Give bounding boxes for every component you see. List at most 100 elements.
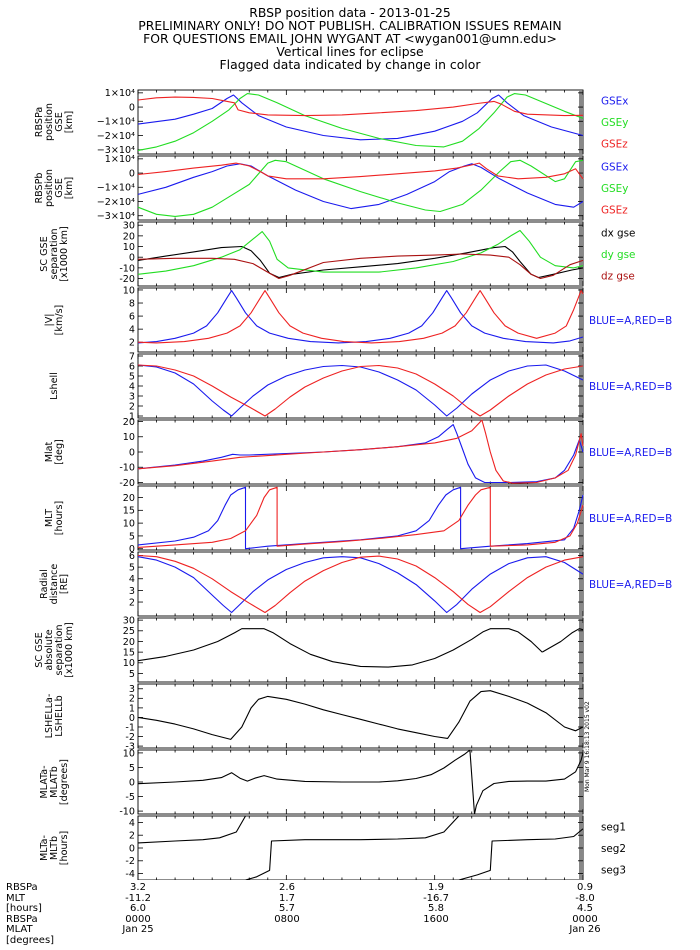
y-tick-label: 10 (123, 432, 135, 443)
y-axis-title-line: MLT (44, 509, 55, 527)
y-axis-title: SC GSEseparation[x1000 km] (39, 226, 70, 282)
y-tick-label: 2 (129, 338, 135, 349)
series-line-gsey (137, 159, 584, 217)
series-line-a (137, 556, 584, 614)
legend-entry: seg2 (601, 843, 626, 855)
y-tick-label: 5 (129, 371, 135, 382)
y-tick-label: 20 (123, 417, 135, 428)
series-line-b (137, 554, 584, 614)
y-tick-label: 0 (129, 777, 135, 788)
y-tick-label: -10 (119, 263, 135, 274)
y-axis-title-line: [km/s] (54, 305, 65, 336)
y-tick-label: 1 (129, 703, 135, 714)
y-tick-label: 0 (129, 102, 135, 113)
series-line-gsey (137, 93, 584, 151)
y-tick-label: −3×10⁴ (97, 145, 135, 156)
y-axis-title: SC GSEabsoluteseparation[x1000 km] (34, 622, 75, 678)
footer-label-rbspa: RBSPa (6, 882, 38, 893)
y-axis-title-line: MLATb (49, 766, 60, 798)
eclipse-bar (579, 618, 583, 682)
axis-footer: RBSPa MLT [hours] RBSPa MLAT [degrees] 3… (0, 882, 700, 950)
series-line-b (137, 486, 584, 548)
legend-entry: GSEz (601, 138, 628, 150)
panel-frame (137, 221, 584, 287)
footer-value: 5.8 (428, 903, 444, 914)
legend-entry: dx gse (601, 228, 635, 240)
y-tick-label: -10 (119, 806, 135, 817)
title-line-4: Vertical lines for eclipse (276, 44, 424, 59)
series-line-separation-2 (541, 628, 584, 653)
title-line-5: Flagged data indicated by change in colo… (219, 57, 481, 72)
panel-frame (137, 89, 584, 155)
y-tick-label: 4 (129, 325, 135, 336)
series-line-seg2 (473, 752, 584, 815)
footer-column-0: 3.2 -11.2 6.0 0000 Jan 25 (108, 882, 168, 936)
eclipse-bar (579, 552, 583, 616)
y-tick-label: 20 (123, 637, 135, 648)
footer-value: 0000 (572, 913, 598, 925)
y-tick-label: 3 (129, 586, 135, 597)
y-tick-label: -5 (125, 792, 135, 803)
y-tick-label: -4 (125, 869, 135, 880)
y-tick-label: 3 (129, 391, 135, 402)
y-tick-label: 10 (123, 519, 135, 530)
y-tick-label: 2 (129, 597, 135, 608)
panel-frame (137, 617, 584, 683)
footer-value: -11.2 (125, 892, 151, 904)
footer-label-hours: [hours] (6, 903, 42, 914)
y-axis-title: MLATa-MLATb[degrees] (39, 759, 70, 805)
y-tick-label: 0 (129, 544, 135, 555)
footer-value: 0.9 (577, 882, 593, 893)
version-stamp: Mon Mar 9 16:18:13 2015 v02 (584, 701, 591, 792)
panel-p1: 1×10⁴0−1×10⁴−2×10⁴−3×10⁴RBSPapositionGSE… (34, 88, 628, 156)
footer-value: 1600 (423, 913, 449, 925)
y-tick-label: -20 (119, 274, 135, 285)
legend-entry: dz gse (601, 270, 635, 282)
y-axis-title-line: [hours] (59, 831, 70, 865)
y-tick-label: 15 (123, 506, 135, 517)
y-tick-label: 2 (129, 401, 135, 412)
y-axis-title-line: RBSPa (34, 107, 45, 137)
series-line-seg3 (458, 828, 584, 880)
panel-frame (137, 353, 584, 419)
y-tick-label: −1×10⁴ (97, 183, 135, 194)
y-axis-title: MLTa-MLTb[hours] (39, 831, 70, 865)
footer-column-3: 0.9 -8.0 4.5 0000 Jan 26 (555, 882, 615, 936)
series-line-seg2 (245, 815, 460, 880)
y-axis-title-line: separation (49, 228, 60, 279)
y-axis-title-line: MLATa- (39, 765, 50, 798)
footer-value: Jan 26 (569, 924, 601, 935)
panel-frame (137, 683, 584, 749)
y-tick-label: -3 (125, 741, 135, 752)
y-axis-title-line: Lshell (49, 372, 60, 400)
series-line-gsez (137, 96, 584, 117)
eclipse-bar (579, 684, 583, 748)
y-tick-label: 10 (123, 285, 135, 296)
y-tick-label: 5 (129, 563, 135, 574)
y-tick-label: 2 (129, 694, 135, 705)
series-line-seg1 (137, 749, 476, 815)
y-axis-title-line: LSHELLb (54, 695, 65, 737)
y-tick-label: 0 (129, 447, 135, 458)
panel-p11: 10 5 0 -5 -10 MLATa-MLATb[degrees] (39, 748, 584, 817)
panel-p4: 10 8 6 4 2 |V|[km/s] BLUE=A,RED=B (44, 285, 672, 353)
legend-entry: GSEz (601, 204, 628, 216)
y-axis-title-line: MLTa- (39, 835, 50, 861)
footer-label-mlat: MLAT (6, 924, 33, 935)
series-line-b (137, 364, 584, 417)
footer-value: -8.0 (575, 892, 595, 904)
y-axis-title-line: [hours] (54, 501, 65, 535)
legend-entry: seg1 (601, 822, 626, 834)
y-tick-label: 1×10⁴ (105, 88, 135, 99)
y-axis-title-line: [x1000 km] (64, 622, 75, 678)
legend-label: BLUE=A,RED=B (589, 381, 672, 393)
legend-label: BLUE=A,RED=B (589, 579, 672, 591)
panel-p6: 20 10 0 -10 -20 Mlat[deg] BLUE=A,RED=B (44, 417, 672, 489)
y-axis-title: RBSPapositionGSE[km] (34, 103, 75, 141)
legend-entry: GSEy (601, 183, 628, 195)
y-axis-title: |V|[km/s] (44, 305, 65, 336)
